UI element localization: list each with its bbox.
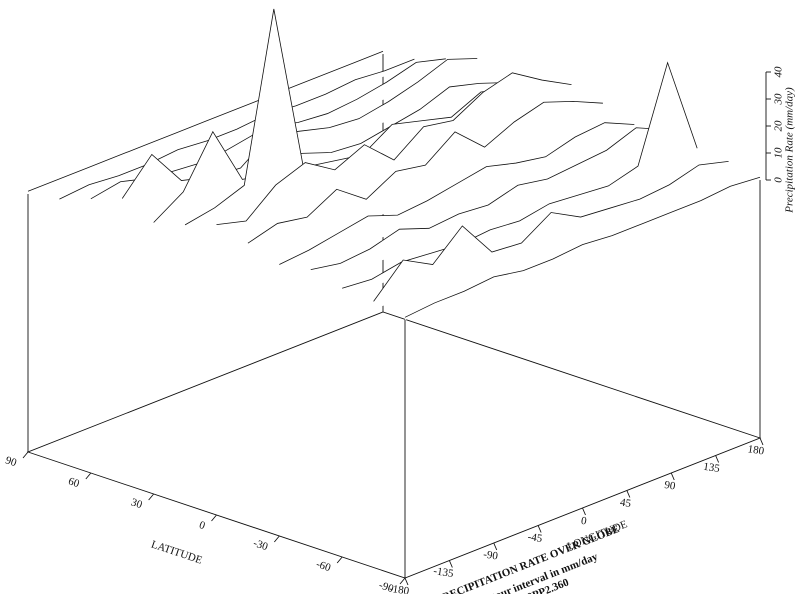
surface-line bbox=[59, 58, 415, 200]
y-tick-label: -30 bbox=[252, 537, 270, 553]
x-tick-label: 180 bbox=[747, 443, 766, 457]
surface-fill bbox=[310, 127, 666, 289]
surface-line bbox=[121, 58, 478, 199]
y-tick bbox=[336, 556, 343, 564]
y-tick bbox=[22, 451, 29, 459]
y-tick bbox=[148, 493, 155, 501]
x-tick-label: -90 bbox=[482, 548, 499, 562]
y-tick bbox=[211, 514, 217, 522]
y-tick-label: 60 bbox=[67, 475, 82, 490]
y-tick bbox=[85, 472, 92, 480]
x-tick-label: -180 bbox=[388, 583, 410, 594]
x-tick-label: 0 bbox=[580, 515, 588, 528]
floor-box bbox=[26, 311, 762, 579]
surface-line bbox=[310, 127, 666, 270]
surface-fill bbox=[247, 101, 603, 268]
z-axis-label: Precipitation Rate (mm/day) bbox=[784, 87, 796, 214]
x-tick bbox=[404, 577, 409, 586]
x-tick bbox=[493, 542, 498, 551]
surface-line bbox=[279, 122, 635, 265]
x-tick-label: 135 bbox=[702, 461, 721, 475]
surface-fill bbox=[216, 72, 572, 257]
x-tick bbox=[448, 560, 453, 568]
x-tick bbox=[759, 437, 764, 446]
x-tick-label: -45 bbox=[527, 531, 544, 545]
x-tick-label: 90 bbox=[664, 479, 677, 493]
y-tick-label: 30 bbox=[129, 496, 144, 511]
x-tick-label: 45 bbox=[619, 496, 632, 510]
y-tick-label: 90 bbox=[4, 454, 19, 469]
y-tick-label: -60 bbox=[314, 558, 332, 574]
x-tick bbox=[715, 455, 720, 463]
x-tick-label: -135 bbox=[433, 565, 455, 580]
y-tick bbox=[399, 577, 406, 585]
surface-fill bbox=[342, 62, 698, 299]
z-tick-label: 30 bbox=[773, 93, 785, 106]
y-axis-label: LATITUDE bbox=[150, 538, 204, 566]
surface-fill bbox=[405, 177, 760, 320]
y-tick-label: 0 bbox=[198, 519, 207, 532]
surface-line bbox=[373, 161, 729, 302]
x-tick bbox=[670, 472, 675, 481]
x-tick bbox=[582, 507, 586, 516]
surface-line bbox=[27, 50, 384, 192]
z-tick-label: 10 bbox=[773, 147, 785, 159]
x-tick bbox=[626, 490, 631, 498]
z-tick-label: 40 bbox=[773, 66, 785, 78]
surface-fill bbox=[279, 122, 635, 279]
surface-fill bbox=[28, 51, 383, 194]
surface-line bbox=[216, 72, 572, 225]
y-tick-label: -90 bbox=[377, 579, 395, 594]
x-tick bbox=[537, 525, 542, 533]
z-tick-label: 20 bbox=[773, 120, 785, 132]
surface-line bbox=[247, 100, 603, 244]
z-tick-label: 0 bbox=[773, 177, 785, 183]
surface bbox=[27, 8, 761, 320]
surface-line bbox=[404, 176, 761, 318]
surface-fill bbox=[373, 161, 729, 310]
surface-line bbox=[153, 82, 509, 223]
y-tick bbox=[273, 535, 280, 543]
